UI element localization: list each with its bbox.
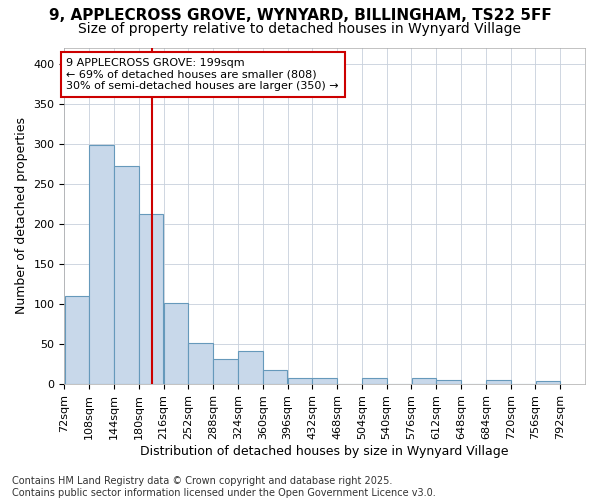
Bar: [89, 146, 114, 384]
Text: Contains HM Land Registry data © Crown copyright and database right 2025.
Contai: Contains HM Land Registry data © Crown c…: [12, 476, 436, 498]
Bar: [114, 166, 139, 384]
Bar: [436, 380, 461, 384]
Bar: [164, 303, 188, 384]
Bar: [412, 378, 436, 384]
Bar: [139, 214, 163, 384]
Bar: [188, 343, 213, 384]
Bar: [536, 381, 560, 384]
Bar: [287, 378, 312, 384]
Bar: [65, 296, 89, 384]
Bar: [362, 378, 386, 384]
Y-axis label: Number of detached properties: Number of detached properties: [15, 118, 28, 314]
Text: Size of property relative to detached houses in Wynyard Village: Size of property relative to detached ho…: [79, 22, 521, 36]
X-axis label: Distribution of detached houses by size in Wynyard Village: Distribution of detached houses by size …: [140, 444, 509, 458]
Bar: [313, 378, 337, 384]
Bar: [263, 370, 287, 384]
Text: 9, APPLECROSS GROVE, WYNYARD, BILLINGHAM, TS22 5FF: 9, APPLECROSS GROVE, WYNYARD, BILLINGHAM…: [49, 8, 551, 22]
Text: 9 APPLECROSS GROVE: 199sqm
← 69% of detached houses are smaller (808)
30% of sem: 9 APPLECROSS GROVE: 199sqm ← 69% of deta…: [67, 58, 339, 91]
Bar: [213, 360, 238, 384]
Bar: [486, 380, 511, 384]
Bar: [238, 351, 263, 384]
